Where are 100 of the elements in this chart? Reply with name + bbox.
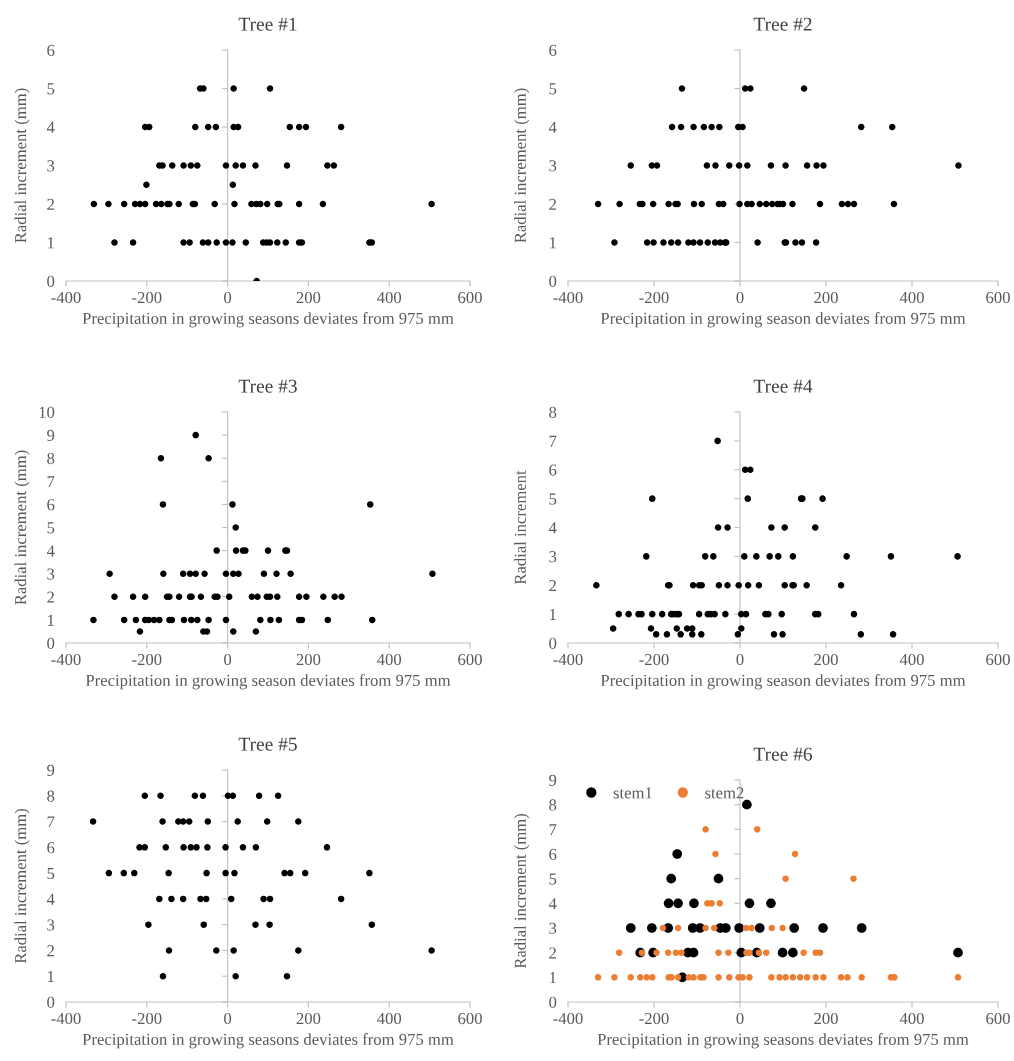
y-tick-label: 1 [48,614,54,626]
y-axis-title: Radial increment (mm) [14,808,30,964]
x-tick-label: -200 [639,1012,669,1025]
y-tick-label: 9 [47,764,55,776]
x-tick-label: -400 [51,291,81,304]
y-tick-label: 8 [549,799,557,811]
y-tick-label: 7 [47,816,55,828]
x-tick-label: 0 [224,1012,232,1025]
chart-title: Tree #3 [238,379,297,393]
x-axis-title: Precipitation in growing seasons deviates from 975 mm [82,1033,454,1049]
y-tick-label: 2 [47,591,54,603]
x-axis-title: Precipitation in growing seasons deviates from 975 mm [597,1033,969,1049]
chart-title: Tree #1 [238,17,297,31]
x-tick-label: -400 [553,1012,583,1025]
chart-title: Tree #4 [753,379,813,393]
y-tick-label: 5 [549,493,557,505]
y-tick-label: 0 [47,637,55,649]
x-tick-label: 200 [814,1012,838,1025]
x-axis-title: Precipitation in growing season deviates from 975 mm [600,674,966,690]
point [673,898,683,909]
y-tick-label: 0 [549,637,557,649]
y-tick-label: 5 [47,83,55,95]
y-tick-label: 4 [46,121,55,133]
point [744,898,755,909]
y-tick-label: 6 [549,464,557,476]
y-tick-label: 1 [48,237,54,249]
y-tick-label: 5 [47,867,55,880]
y-tick-label: 4 [46,545,55,557]
y-tick-label: 8 [549,406,557,418]
chart-title: Tree #5 [238,737,297,751]
y-tick-label: 3 [549,922,557,934]
point [734,923,744,933]
point [789,923,799,933]
point [742,799,752,810]
y-axis-title: Radial increment [514,470,526,585]
y-axis-title: Radial increment (mm) [514,88,530,243]
x-tick-label: 0 [224,653,232,666]
y-tick-label: 3 [549,551,557,563]
x-tick-label: -200 [639,291,669,304]
y-tick-label: 2 [47,198,54,210]
point [672,849,683,859]
y-tick-label: 4 [46,893,55,905]
x-tick-label: 0 [736,1012,744,1025]
x-tick-label: -400 [51,653,81,666]
y-tick-label: 9 [549,774,557,786]
x-tick-label: -200 [132,1012,162,1025]
y-tick-label: 1 [550,237,556,249]
chart-title: Tree #2 [753,17,812,31]
point [647,923,657,933]
point [754,923,765,933]
y-tick-label: 2 [549,198,556,210]
x-tick-label: -400 [553,653,583,666]
y-tick-label: 7 [549,824,557,836]
x-tick-label: 200 [814,653,838,666]
y-tick-label: 7 [47,476,55,488]
point [663,898,674,909]
point [625,923,636,933]
y-tick-label: 4 [548,121,557,133]
y-axis-title: Radial increment (mm) [514,813,530,969]
y-axis-title: Radial increment (mm) [14,450,30,605]
x-tick-label: 400 [377,653,402,666]
x-tick-label: 0 [736,653,744,666]
point [953,947,963,958]
x-tick-label: 0 [224,291,232,304]
y-tick-label: 7 [549,435,557,447]
y-tick-label: 2 [549,580,556,592]
y-tick-label: 8 [47,452,55,465]
x-axis-title: Precipitation in growing season deviates from 975 mm [600,312,966,328]
x-tick-label: 200 [814,291,838,304]
y-tick-label: 9 [47,429,55,442]
y-tick-label: 0 [47,275,55,287]
y-tick-label: 10 [39,406,55,418]
y-tick-label: 0 [47,996,55,1008]
x-tick-label: 200 [296,1012,321,1025]
x-tick-label: -200 [132,291,162,304]
point [788,947,798,958]
legend-label: stem2 [705,787,744,799]
point [713,873,724,884]
y-tick-label: 1 [48,971,54,982]
x-tick-label: 200 [296,291,321,304]
x-tick-label: 400 [899,1012,924,1025]
y-tick-label: 8 [47,790,55,802]
point [818,923,828,933]
x-tick-label: 600 [986,653,1010,666]
y-tick-label: 6 [549,44,557,56]
y-tick-label: 0 [549,996,557,1008]
y-tick-label: 3 [47,568,55,580]
x-tick-label: -400 [51,1012,81,1025]
y-tick-label: 3 [47,919,55,931]
y-tick-label: 3 [47,160,55,172]
point [689,898,699,909]
y-tick-label: 5 [47,522,55,534]
x-tick-label: 400 [377,1012,402,1025]
y-tick-label: 1 [550,608,556,620]
x-tick-label: 400 [899,291,924,304]
point [856,923,867,933]
legend-label: stem1 [613,787,652,799]
y-tick-label: 2 [47,945,54,957]
y-tick-label: 3 [549,160,557,172]
x-tick-label: 600 [458,653,482,666]
